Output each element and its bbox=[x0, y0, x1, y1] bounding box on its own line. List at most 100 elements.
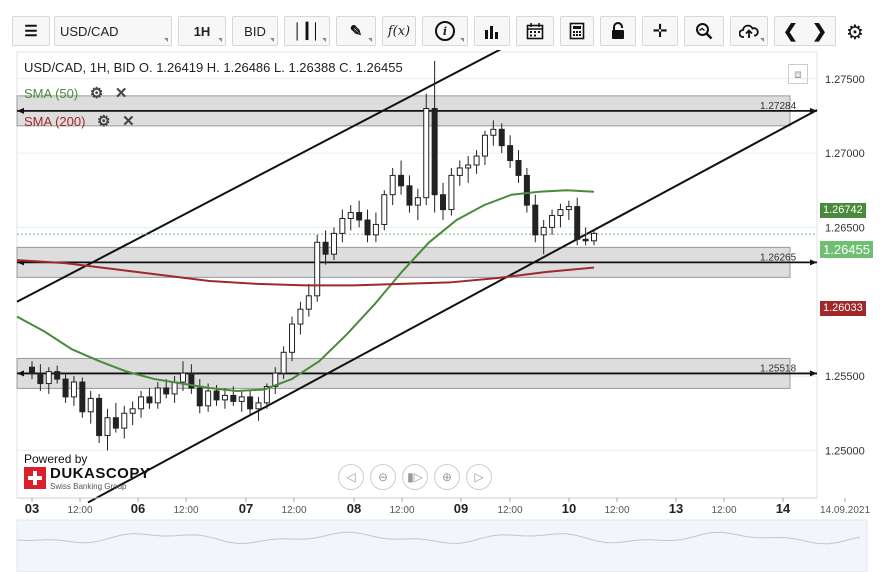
candle-body bbox=[272, 372, 279, 387]
candle-body bbox=[356, 212, 363, 221]
candle-body bbox=[381, 194, 388, 225]
candle-body bbox=[37, 372, 44, 385]
sma50-price-tag: 1.26742 bbox=[820, 203, 866, 218]
candle-body bbox=[574, 206, 581, 240]
candle-body bbox=[498, 128, 505, 147]
info-icon[interactable]: i bbox=[422, 16, 468, 46]
candle-body bbox=[263, 386, 270, 404]
candle-body bbox=[79, 381, 86, 413]
x-tick-label: 12:00 bbox=[497, 505, 522, 516]
candle-body bbox=[29, 366, 35, 374]
candle-body bbox=[104, 417, 111, 437]
chevron-left-icon[interactable]: ❮ bbox=[782, 21, 798, 41]
candle-body bbox=[507, 145, 514, 162]
x-tick-label: 12:00 bbox=[173, 505, 198, 516]
candle-body bbox=[456, 167, 463, 176]
scroll-left-icon[interactable]: ◁ bbox=[338, 464, 364, 490]
sma50-label: SMA (50) bbox=[24, 86, 79, 101]
cloud-glyph bbox=[739, 24, 759, 38]
candle-body bbox=[398, 174, 405, 187]
sma200-label: SMA (200) bbox=[24, 114, 86, 129]
candle-body bbox=[532, 204, 539, 236]
instrument-select[interactable]: USD/CAD bbox=[54, 16, 172, 46]
calculator-icon[interactable] bbox=[560, 16, 594, 46]
gear-icon[interactable]: ⚙ bbox=[846, 22, 864, 44]
candle-body bbox=[582, 238, 589, 242]
sma50-legend: SMA (50) ⚙ ✕ bbox=[24, 84, 127, 102]
bar-chart-glyph bbox=[485, 26, 498, 39]
current-price-tag: 1.26455 bbox=[820, 241, 873, 258]
price-chart[interactable]: 1.27500 1.27000 1.26500 1.25500 1.25000 1.272… bbox=[0, 50, 885, 572]
candle-body bbox=[549, 215, 556, 228]
candle-body bbox=[448, 174, 455, 211]
function-label: f(x) bbox=[387, 23, 411, 39]
close-icon[interactable]: ✕ bbox=[122, 113, 135, 130]
candle-body bbox=[163, 387, 170, 395]
swiss-cross-icon bbox=[24, 467, 46, 489]
x-tick-label: 12:00 bbox=[281, 505, 306, 516]
crosshair-icon[interactable]: ✛ bbox=[642, 16, 678, 46]
candle-body bbox=[364, 219, 371, 236]
y-tick-label: 1.25000 bbox=[825, 445, 865, 457]
candle-body bbox=[473, 155, 480, 166]
candle-body bbox=[171, 381, 178, 395]
candle-body bbox=[305, 295, 312, 310]
side-select[interactable]: BID bbox=[232, 16, 278, 46]
zoom-icon[interactable] bbox=[684, 16, 724, 46]
lower-trendline bbox=[87, 109, 818, 504]
expand-icon[interactable]: ⧈ bbox=[788, 64, 808, 84]
x-tick-label: 03 bbox=[25, 501, 39, 516]
calculator-glyph bbox=[569, 22, 585, 40]
sma-line bbox=[16, 189, 595, 392]
level-arrow-right bbox=[810, 370, 817, 377]
bar-chart-icon[interactable] bbox=[474, 16, 510, 46]
level-label: 1.27284 bbox=[760, 101, 797, 112]
candle-body bbox=[112, 417, 119, 429]
y-tick-label: 1.25500 bbox=[825, 371, 865, 383]
y-tick-label: 1.27000 bbox=[825, 148, 865, 160]
cloud-upload-icon[interactable] bbox=[730, 16, 768, 46]
lock-icon[interactable] bbox=[600, 16, 636, 46]
candle-body bbox=[565, 206, 572, 211]
gear-icon[interactable]: ⚙ bbox=[97, 113, 111, 130]
calendar-icon[interactable] bbox=[516, 16, 554, 46]
candle-body bbox=[54, 371, 61, 380]
timeframe-select[interactable]: 1H bbox=[178, 16, 226, 46]
candle-body bbox=[591, 232, 597, 242]
zoom-out-icon[interactable]: ⊖ bbox=[370, 464, 396, 490]
sma200-legend: SMA (200) ⚙ ✕ bbox=[24, 112, 135, 130]
candle-body bbox=[280, 351, 287, 374]
close-icon[interactable]: ✕ bbox=[114, 85, 128, 102]
logo-tagline: Swiss Banking Group bbox=[50, 482, 127, 491]
scroll-right-icon[interactable]: ▷ bbox=[466, 464, 492, 490]
side-label: BID bbox=[244, 23, 266, 39]
x-tick-label: 07 bbox=[239, 501, 253, 516]
x-tick-label: 14.09.2021 bbox=[820, 505, 870, 516]
gear-icon[interactable]: ⚙ bbox=[89, 85, 104, 102]
zoom-in-icon[interactable]: ⊕ bbox=[434, 464, 460, 490]
candle-body bbox=[481, 134, 488, 157]
candle-body bbox=[523, 174, 530, 206]
pencil-icon[interactable]: ✎ bbox=[336, 16, 376, 46]
candle-body bbox=[213, 390, 220, 401]
candles-icon[interactable]: │┃│ bbox=[284, 16, 330, 46]
sma-line bbox=[16, 259, 595, 287]
candle-body bbox=[465, 164, 472, 169]
candle-body bbox=[297, 308, 304, 325]
candle-body bbox=[238, 396, 245, 402]
function-icon[interactable]: f(x) bbox=[382, 16, 416, 46]
chevron-right-icon[interactable]: ❯ bbox=[812, 21, 828, 41]
level-arrow-right bbox=[810, 259, 817, 266]
calendar-glyph bbox=[526, 23, 544, 40]
level-arrow-left bbox=[17, 107, 24, 114]
candle-body bbox=[515, 160, 522, 176]
ohlc-readout: USD/CAD, 1H, BID O. 1.26419 H. 1.26486 L… bbox=[24, 60, 403, 75]
hamburger-icon[interactable]: ☰ bbox=[12, 16, 50, 46]
sma200-price-tag: 1.26033 bbox=[820, 301, 866, 316]
candle-body bbox=[179, 372, 186, 383]
candle-body bbox=[205, 390, 212, 407]
x-tick-label: 10 bbox=[562, 501, 576, 516]
chart-navigation: ◁ ⊖ ▮▷ ⊕ ▷ bbox=[338, 464, 492, 490]
reset-view-icon[interactable]: ▮▷ bbox=[402, 464, 428, 490]
instrument-label: USD/CAD bbox=[60, 23, 119, 39]
